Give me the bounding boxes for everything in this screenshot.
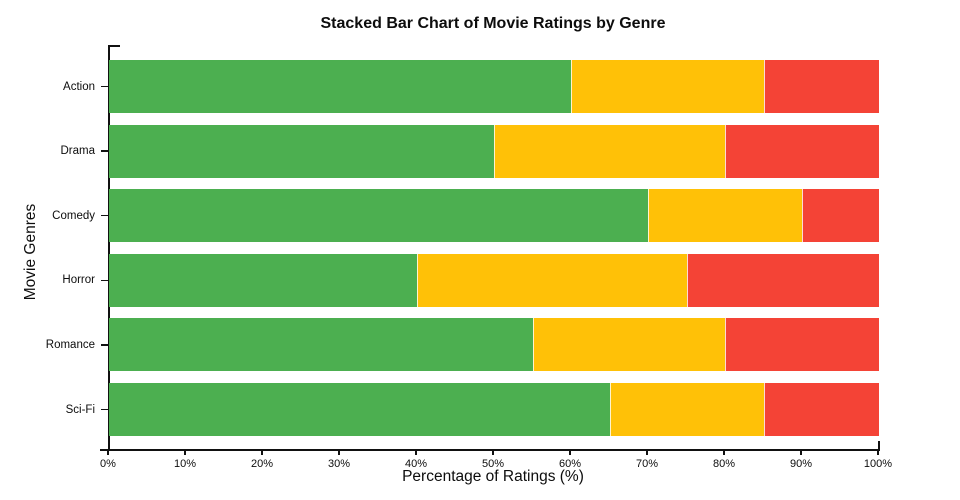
bar-segment-green	[109, 253, 417, 307]
y-tick	[101, 408, 108, 411]
bar-segment-green	[109, 124, 494, 178]
bar-segment-red	[686, 253, 879, 307]
x-tick-label: 80%	[712, 458, 736, 470]
bar-segment-red	[725, 124, 879, 178]
bar-row-drama	[109, 124, 879, 178]
bar-segment-yellow	[417, 253, 687, 307]
x-tick-label: 20%	[250, 458, 274, 470]
x-tick-label: 70%	[635, 458, 659, 470]
x-tick-label: 50%	[481, 458, 505, 470]
x-tick	[877, 449, 879, 455]
y-axis-line	[108, 45, 110, 449]
x-tick	[338, 449, 340, 455]
x-tick	[646, 449, 648, 455]
bar-segment-yellow	[609, 383, 764, 436]
y-tick-label: Action	[63, 80, 95, 93]
x-axis-end-cap	[878, 441, 880, 451]
x-axis-title: Percentage of Ratings (%)	[402, 468, 584, 485]
x-tick	[569, 449, 571, 455]
x-tick-label: 90%	[789, 458, 813, 470]
y-tick	[101, 150, 108, 152]
bar-segment-red	[763, 383, 879, 436]
bar-segment-red	[725, 318, 879, 372]
bar-segment-yellow	[648, 189, 802, 243]
bar-segment-red	[802, 189, 879, 243]
bar-segment-green	[109, 318, 533, 372]
bar-segment-red	[763, 60, 879, 113]
bar-segment-green	[109, 189, 648, 243]
x-tick-label: 10%	[173, 458, 197, 470]
bar-segment-green	[109, 383, 610, 436]
y-axis-top-cap	[108, 45, 120, 47]
y-tick	[101, 85, 108, 88]
y-tick-label: Drama	[60, 145, 95, 158]
bar-row-horror	[109, 253, 879, 307]
chart-title: Stacked Bar Chart of Movie Ratings by Ge…	[320, 15, 666, 32]
bar-segment-yellow	[571, 60, 764, 113]
x-axis-line	[100, 449, 878, 451]
x-tick-label: 40%	[404, 458, 428, 470]
bar-row-romance	[109, 318, 879, 372]
bar-segment-yellow	[532, 318, 725, 372]
y-tick	[101, 344, 108, 346]
x-tick-label: 30%	[327, 458, 351, 470]
bar-segment-yellow	[494, 124, 725, 178]
x-tick	[723, 449, 725, 455]
y-tick-label: Sci-Fi	[65, 403, 95, 416]
y-tick-label: Comedy	[52, 209, 95, 222]
y-tick-label: Romance	[45, 338, 95, 351]
x-tick-label: 100%	[863, 458, 893, 470]
x-tick	[800, 449, 802, 455]
bar-row-sci-fi	[109, 383, 879, 436]
bar-row-comedy	[109, 189, 879, 243]
x-tick	[184, 449, 186, 455]
bar-segment-green	[109, 60, 571, 113]
y-tick	[101, 214, 108, 217]
x-tick	[261, 449, 263, 455]
x-tick-label: 60%	[558, 458, 582, 470]
bar-row-action	[109, 60, 879, 113]
y-tick-label: Horror	[62, 274, 95, 287]
x-tick	[492, 449, 494, 455]
y-tick	[101, 279, 108, 282]
x-tick	[415, 449, 417, 455]
x-tick-label: 0%	[100, 458, 116, 470]
x-tick	[107, 449, 109, 455]
